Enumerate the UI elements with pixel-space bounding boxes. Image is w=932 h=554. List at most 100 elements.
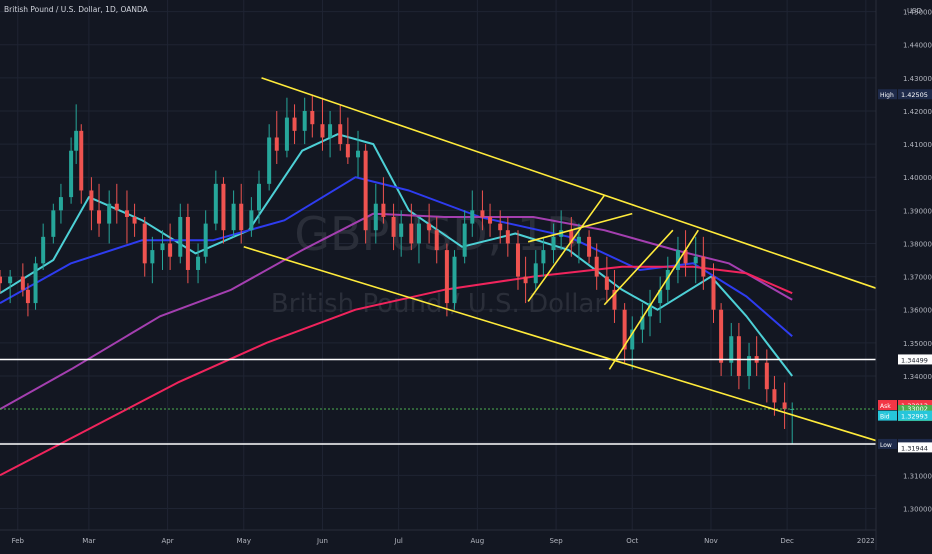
candle-body bbox=[302, 110, 307, 131]
trendline[interactable] bbox=[527, 194, 605, 302]
ask-label-text: Ask bbox=[880, 403, 891, 410]
candles bbox=[0, 94, 795, 444]
candle bbox=[587, 230, 592, 264]
candle bbox=[782, 382, 787, 429]
candle bbox=[267, 124, 272, 191]
candle-body bbox=[683, 250, 688, 264]
candle-body bbox=[196, 256, 201, 270]
candle bbox=[523, 256, 528, 304]
candle bbox=[515, 230, 520, 290]
currency-label: USD bbox=[907, 7, 922, 15]
candle-body bbox=[594, 256, 599, 277]
price-tick-label: 1.40000 bbox=[903, 174, 932, 182]
trendline[interactable] bbox=[243, 246, 877, 442]
trendline[interactable] bbox=[603, 229, 674, 306]
candle bbox=[363, 144, 368, 244]
time-tick-label: Sep bbox=[549, 537, 563, 545]
low-label: Low bbox=[878, 438, 897, 449]
candle-body bbox=[648, 303, 653, 317]
candle-body bbox=[675, 250, 680, 270]
candle bbox=[675, 236, 680, 284]
candle bbox=[399, 210, 404, 257]
candle bbox=[213, 170, 218, 231]
candle-body bbox=[132, 216, 137, 224]
trendline[interactable] bbox=[261, 77, 877, 289]
candle-body bbox=[416, 223, 421, 244]
high-label-bg bbox=[878, 89, 897, 100]
high-label-text: High bbox=[880, 92, 894, 99]
candle-body bbox=[373, 203, 378, 231]
candle-body bbox=[142, 223, 147, 264]
candle-body bbox=[399, 223, 404, 237]
candle-body bbox=[345, 144, 350, 158]
bid-price-tag-bg bbox=[898, 410, 932, 421]
candle bbox=[648, 289, 653, 337]
candle bbox=[51, 203, 56, 244]
candle-body bbox=[69, 150, 74, 198]
candle-body bbox=[693, 256, 698, 264]
price-tick-label: 1.45000 bbox=[903, 9, 932, 17]
candle bbox=[114, 183, 119, 224]
candle-body bbox=[256, 183, 261, 211]
candle bbox=[764, 349, 769, 403]
candle bbox=[107, 190, 112, 244]
candle bbox=[569, 216, 574, 257]
candle bbox=[488, 203, 493, 237]
trendline[interactable] bbox=[527, 212, 633, 243]
candle bbox=[74, 104, 79, 164]
candle bbox=[470, 190, 475, 237]
candle-body bbox=[462, 223, 467, 257]
candle-body bbox=[701, 256, 706, 277]
candle-body bbox=[427, 223, 432, 231]
candle bbox=[79, 124, 84, 204]
candle bbox=[124, 190, 129, 244]
candle bbox=[640, 303, 645, 343]
candle-body bbox=[338, 124, 343, 145]
candle bbox=[444, 243, 449, 317]
trendline[interactable] bbox=[608, 229, 699, 370]
candle-body bbox=[168, 243, 173, 257]
candle-body bbox=[551, 236, 556, 251]
candle bbox=[683, 230, 688, 277]
candle bbox=[69, 137, 74, 204]
candle bbox=[58, 183, 63, 224]
time-axis[interactable]: Feb Mar Apr May Jun Jul Aug Sep Oct Nov Dec 2022 bbox=[12, 537, 875, 545]
candle-body bbox=[79, 130, 84, 191]
candle bbox=[320, 97, 325, 151]
candle-body bbox=[505, 230, 510, 244]
ask-price-tag-bg bbox=[898, 400, 932, 411]
trendlines bbox=[243, 77, 877, 442]
high-price-tag-text: 1.42505 bbox=[901, 91, 928, 99]
ask-label: Ask bbox=[878, 400, 897, 411]
candle bbox=[89, 177, 94, 231]
candle-body bbox=[736, 336, 741, 376]
candle bbox=[221, 177, 226, 244]
candle-body bbox=[231, 203, 236, 231]
candle bbox=[612, 269, 617, 323]
horizontal-levels bbox=[0, 358, 876, 445]
candle bbox=[551, 223, 556, 264]
candle bbox=[345, 117, 350, 164]
price-tick-label: 1.35000 bbox=[903, 340, 932, 348]
candle bbox=[391, 203, 396, 251]
candle-body bbox=[8, 276, 13, 284]
candle-body bbox=[213, 183, 218, 224]
high-label: High bbox=[878, 89, 897, 100]
time-tick-label: Feb bbox=[12, 537, 25, 545]
candle-body bbox=[74, 130, 79, 151]
level-lower-tag: 1.31944 bbox=[898, 442, 932, 453]
time-tick-label: Oct bbox=[626, 537, 638, 545]
candle bbox=[203, 210, 208, 264]
candle-body bbox=[107, 203, 112, 224]
candle bbox=[132, 203, 137, 237]
candle-body bbox=[541, 250, 546, 264]
candle-body bbox=[480, 210, 485, 217]
candle bbox=[97, 183, 102, 237]
candle-body bbox=[409, 223, 414, 244]
candle-body bbox=[729, 336, 734, 363]
candle-body bbox=[51, 210, 56, 237]
candle-body bbox=[782, 402, 787, 410]
candle bbox=[604, 256, 609, 304]
